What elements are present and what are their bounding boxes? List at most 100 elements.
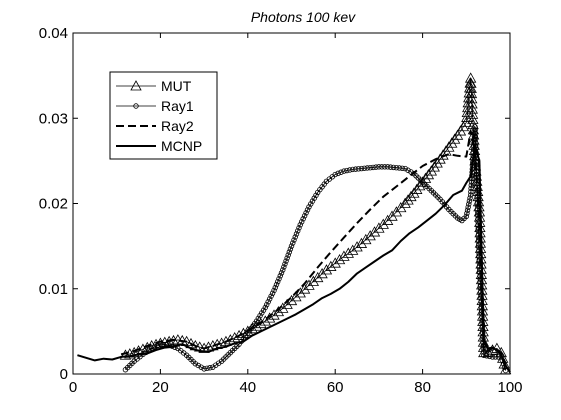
mut-point (466, 93, 478, 104)
x-tick-label: 60 (327, 379, 344, 396)
mut-point (422, 168, 435, 180)
ray1-point (467, 195, 473, 201)
ray1-point (332, 171, 338, 178)
x-tick-label: 0 (69, 379, 77, 396)
mut-point (355, 237, 368, 248)
ray1-point (198, 364, 204, 370)
ray1-point (481, 352, 487, 358)
series-mcnp (77, 144, 511, 373)
mut-point (414, 180, 426, 191)
x-tick-label: 80 (414, 379, 431, 396)
mut-point (425, 165, 438, 176)
mut-point (411, 183, 423, 194)
mut-point (130, 80, 142, 91)
x-tick-label: 40 (239, 379, 256, 396)
legend-label-ray2: Ray2 (161, 118, 194, 134)
legend-label-ray1: Ray1 (161, 98, 194, 114)
ray1-point (286, 249, 293, 255)
ray1-point (467, 192, 474, 198)
mut-point (461, 106, 473, 118)
ray1-point (338, 169, 344, 175)
ray1-point (335, 170, 341, 177)
ray1-point (255, 315, 261, 322)
ray1-point (464, 207, 471, 213)
mut-point (446, 137, 458, 148)
ray1-point (349, 166, 356, 173)
mut-point (465, 87, 478, 99)
ray1-point (352, 166, 359, 172)
ray1-point (495, 354, 502, 360)
ray1-point (464, 210, 470, 216)
mut-point (466, 103, 478, 114)
ray1-point (253, 318, 260, 324)
ray1-point (301, 213, 308, 219)
mut-point (347, 244, 359, 255)
ray1-point (376, 164, 382, 170)
ray1-point (298, 219, 305, 225)
ray1-point (465, 204, 471, 210)
ray1-point (364, 165, 370, 171)
ray1-point (273, 281, 280, 288)
mut-point (467, 113, 479, 124)
ray1-point (405, 167, 411, 173)
mut-point (443, 141, 455, 152)
ray1-point (280, 267, 286, 273)
mut-point (466, 108, 479, 119)
x-tick-label: 20 (152, 379, 169, 396)
ray1-point (290, 240, 296, 246)
ray1-point (277, 273, 283, 279)
ray1-point (262, 304, 268, 311)
ray1-point (287, 246, 294, 252)
mut-point (294, 287, 306, 298)
ray1-point (489, 354, 496, 360)
ray1-point (285, 252, 291, 258)
y-tick-label: 0.01 (39, 281, 68, 298)
mut-point (465, 77, 477, 88)
mut-point (128, 346, 140, 358)
mut-point (316, 268, 328, 279)
x-tick-label: 100 (497, 379, 522, 396)
ray1-point (379, 164, 385, 170)
mut-point (373, 222, 385, 233)
ray1-point (468, 189, 474, 195)
mut-point (259, 315, 271, 326)
ray1-point (264, 301, 270, 308)
legend-items: MUT Ray1 Ray2 MCNP (116, 78, 202, 154)
ray1-point (306, 204, 312, 210)
series-layer (77, 72, 512, 375)
ray1-point (284, 255, 290, 261)
ray1-point (293, 231, 300, 237)
ray1-point (384, 164, 391, 170)
ray1-point (283, 258, 289, 264)
ray1-point (271, 287, 277, 294)
mut-point (464, 72, 477, 83)
ray1-point (292, 234, 298, 240)
ray1-point (313, 192, 319, 199)
ray1-point (265, 299, 271, 305)
mut-point (377, 218, 389, 229)
ray1-point (291, 237, 297, 243)
ray1-point (472, 130, 478, 136)
ray1-point (266, 296, 273, 302)
ray1-point (341, 168, 347, 174)
mut-point (290, 291, 302, 302)
mut-point (303, 279, 315, 290)
mut-point (465, 82, 477, 93)
ray1-point (483, 353, 490, 359)
mut-point (312, 271, 324, 283)
ray1-point (300, 216, 306, 222)
ray1-point (393, 164, 400, 171)
mut-point (320, 264, 333, 275)
ray1-point (373, 164, 379, 170)
ray1-point (370, 164, 376, 171)
ray1-point (281, 264, 287, 270)
ray1-point (361, 165, 368, 171)
y-tick-label: 0 (60, 366, 68, 383)
ray1-point (278, 270, 285, 276)
mut-point (399, 197, 411, 208)
ray1-point (160, 341, 167, 348)
mut-point (461, 111, 473, 122)
ray1-point (472, 127, 478, 133)
ray1-point (272, 284, 278, 291)
